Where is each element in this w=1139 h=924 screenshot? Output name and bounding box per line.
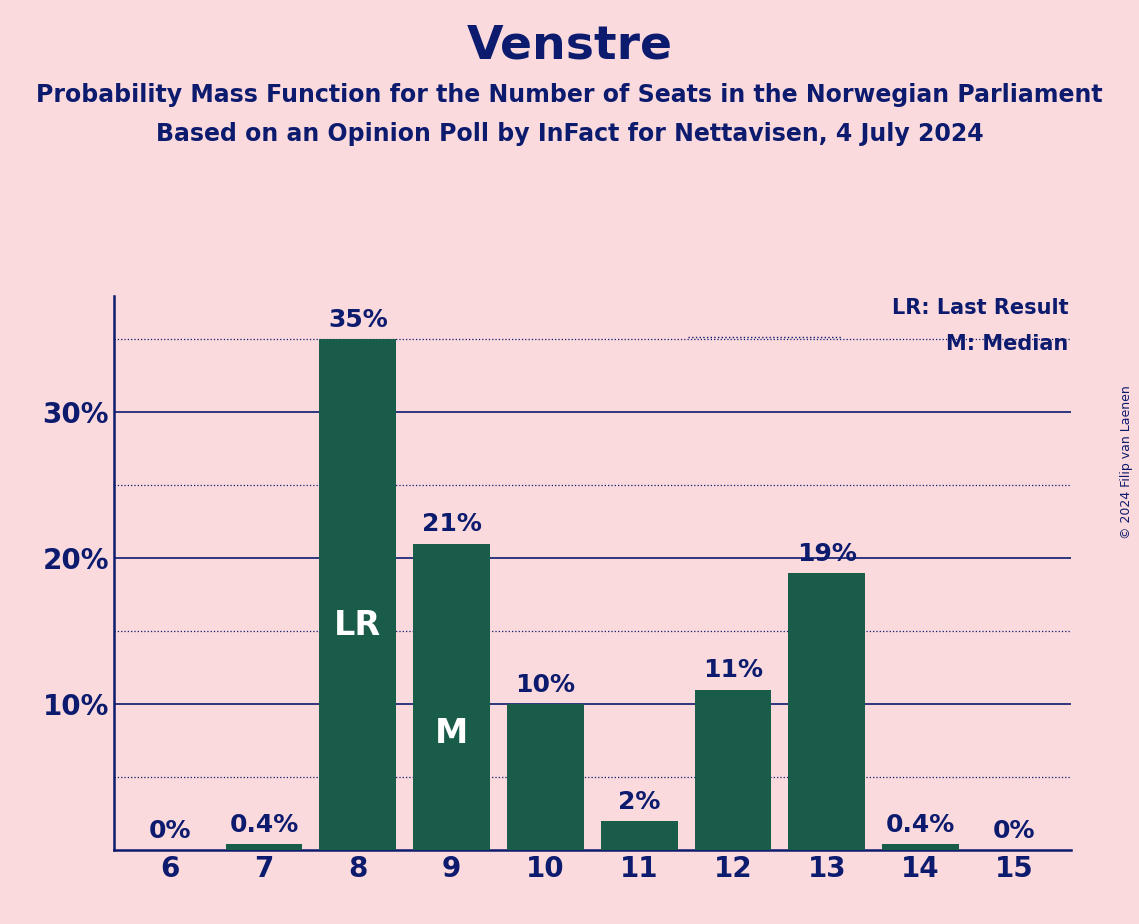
Text: © 2024 Filip van Laenen: © 2024 Filip van Laenen <box>1121 385 1133 539</box>
Text: 10%: 10% <box>515 673 575 697</box>
Bar <box>319 339 396 850</box>
Text: M: M <box>435 717 468 750</box>
Text: 0%: 0% <box>993 819 1035 843</box>
Text: 0.4%: 0.4% <box>886 813 956 837</box>
Text: 19%: 19% <box>797 541 857 565</box>
Text: 0.4%: 0.4% <box>229 813 298 837</box>
Text: Venstre: Venstre <box>467 23 672 68</box>
Text: Based on an Opinion Poll by InFact for Nettavisen, 4 July 2024: Based on an Opinion Poll by InFact for N… <box>156 122 983 146</box>
Bar <box>507 704 584 850</box>
Bar <box>413 543 490 850</box>
Bar <box>882 845 959 850</box>
Bar <box>600 821 678 850</box>
Bar <box>788 573 866 850</box>
Text: 2%: 2% <box>618 790 661 814</box>
Text: Probability Mass Function for the Number of Seats in the Norwegian Parliament: Probability Mass Function for the Number… <box>36 83 1103 107</box>
Text: LR: Last Result: LR: Last Result <box>892 298 1068 319</box>
Text: LR: LR <box>334 609 382 642</box>
Text: M: Median: M: Median <box>947 334 1068 355</box>
Text: 21%: 21% <box>421 513 482 537</box>
Bar <box>695 689 771 850</box>
Bar <box>226 845 303 850</box>
Text: 35%: 35% <box>328 308 387 332</box>
Text: 11%: 11% <box>703 658 763 682</box>
Text: 0%: 0% <box>149 819 191 843</box>
